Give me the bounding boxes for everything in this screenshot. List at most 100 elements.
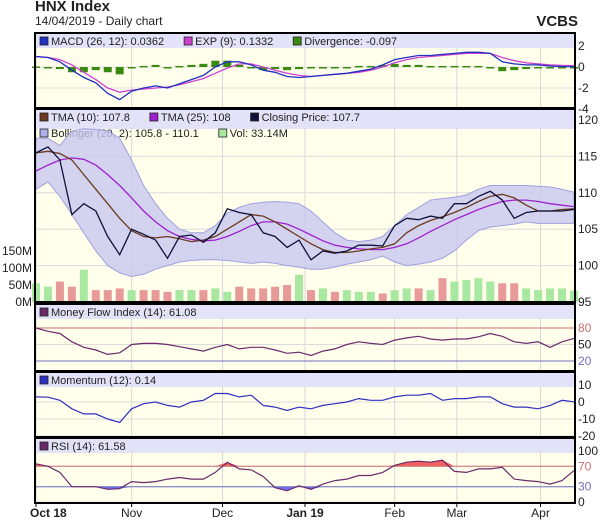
legend-swatch [39, 128, 49, 138]
macd-legend-bar [36, 34, 574, 48]
mfi-y-tick: 50 [578, 338, 592, 352]
volume-bar [247, 288, 256, 302]
divergence-bar [295, 67, 304, 70]
tma25-line [35, 157, 575, 251]
divergence-bar [354, 65, 363, 68]
volume-bar [67, 286, 76, 302]
volume-y-tick: 0M [15, 295, 32, 309]
volume-bar [139, 290, 148, 302]
legend-swatch [250, 112, 259, 122]
divergence-bar [390, 63, 399, 67]
rsi-line [35, 459, 575, 492]
volume-bar [283, 285, 292, 302]
x-tick-label: Feb [384, 506, 405, 520]
rsi-overbought-area [36, 460, 574, 467]
divergence-bar [223, 60, 232, 67]
chart-title: HNX Index [35, 0, 111, 15]
legend-swatch [292, 36, 302, 46]
mfi-legend-bar [36, 305, 574, 319]
price-y-tick: 105 [578, 222, 598, 236]
divergence-bar [546, 67, 555, 69]
price-y-tick: 100 [578, 259, 598, 273]
price-y-tick: 115 [578, 149, 597, 163]
legend-entry: EXP (9): 0.1332 [195, 36, 273, 48]
divergence-bar [55, 67, 64, 70]
legend-swatch [39, 375, 49, 385]
price-y-tick: 95 [578, 295, 592, 309]
volume-bar [534, 290, 543, 302]
mfi-y-tick: 80 [578, 321, 592, 335]
volume-bar [462, 279, 471, 302]
mfi-line [35, 327, 575, 357]
volume-bar [235, 286, 244, 302]
divergence-bar [534, 67, 543, 69]
volume-bar [175, 290, 184, 302]
momentum-line [35, 392, 575, 424]
divergence-bar [211, 60, 220, 67]
volume-bar [127, 290, 136, 302]
volume-bar [546, 288, 555, 302]
volume-bar [330, 291, 339, 302]
volume-bar [163, 291, 172, 302]
x-tick-label: Jan 19 [286, 506, 324, 520]
rsi-y-tick: 30 [578, 480, 592, 494]
volume-bar [318, 288, 327, 302]
divergence-bar [342, 67, 351, 69]
divergence-bar [103, 67, 112, 73]
volume-bar [259, 288, 268, 302]
divergence-bar [271, 67, 280, 70]
divergence-bar [259, 67, 268, 71]
volume-bar [522, 288, 531, 302]
divergence-bar [247, 67, 256, 69]
legend-swatch [149, 112, 159, 122]
rsi-y-tick: 100 [578, 444, 598, 458]
divergence-bar [175, 65, 184, 68]
volume-bar [558, 288, 567, 302]
divergence-bar [43, 67, 52, 69]
x-tick-label: Dec [212, 506, 233, 520]
volume-y-tick: 50M [9, 278, 32, 292]
macd-y-tick: 2 [578, 39, 585, 53]
volume-bar [438, 278, 447, 302]
volume-bar [342, 290, 351, 302]
legend-entry: Closing Price: 107.7 [262, 112, 360, 124]
volume-bar [151, 290, 160, 302]
divergence-bar [510, 67, 519, 71]
divergence-bar [163, 67, 172, 69]
volume-bar [223, 291, 232, 302]
legend-entry: Money Flow Index (14): 61.08 [51, 307, 197, 319]
divergence-bar [115, 67, 124, 75]
legend-entry: MACD (26, 12): 0.0362 [51, 36, 164, 48]
x-tick-label: Apr [531, 506, 550, 520]
divergence-bar [318, 67, 327, 69]
divergence-bar [426, 65, 435, 68]
volume-bar [450, 281, 459, 302]
divergence-bar [151, 64, 160, 67]
legend-entry: RSI (14): 61.58 [51, 441, 126, 453]
divergence-bar [235, 64, 244, 67]
divergence-bar [306, 67, 315, 69]
legend-swatch [39, 36, 49, 46]
divergence-bar [79, 67, 88, 73]
price-y-tick: 120 [578, 113, 598, 127]
legend-swatch [39, 441, 49, 451]
volume-bar [414, 288, 423, 302]
divergence-bar [330, 67, 339, 69]
volume-bar [91, 290, 100, 302]
legend-entry: Momentum (12): 0.14 [51, 375, 156, 387]
divergence-bar [498, 67, 507, 72]
divergence-bar [187, 64, 196, 67]
volume-bar [486, 281, 495, 302]
volume-bar [295, 274, 304, 302]
legend-entry: TMA (10): 107.8 [51, 112, 130, 124]
volume-bar [187, 290, 196, 302]
legend-swatch [39, 307, 49, 317]
volume-y-tick: 150M [2, 244, 32, 258]
tma10-line [35, 150, 575, 254]
price-border [34, 108, 576, 303]
divergence-bar [450, 65, 459, 68]
momentum-legend-bar [36, 373, 574, 387]
legend-swatch [183, 36, 193, 46]
